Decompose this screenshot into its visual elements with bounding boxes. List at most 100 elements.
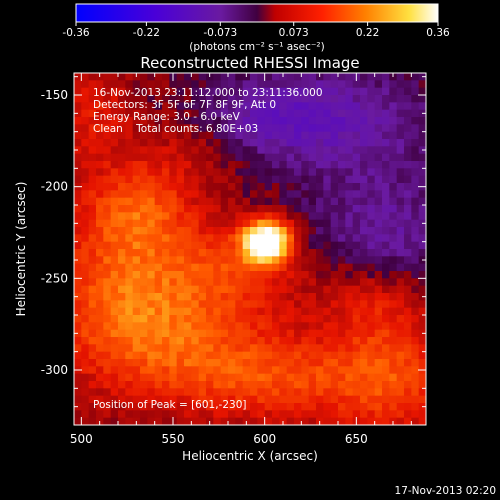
heatmap-cell: [235, 249, 244, 257]
heatmap-cell: [191, 87, 200, 96]
heatmap-cell: [191, 351, 200, 360]
heatmap-cell: [272, 307, 280, 316]
heatmap-cell: [308, 168, 317, 177]
heatmap-cell: [184, 212, 192, 221]
heatmap-cell: [294, 307, 302, 316]
heatmap-cell: [147, 161, 156, 169]
heatmap-cell: [184, 249, 192, 257]
heatmap-cell: [264, 373, 273, 382]
heatmap-cell: [125, 161, 134, 169]
heatmap-cell: [140, 168, 148, 177]
heatmap-cell: [213, 315, 222, 323]
heatmap-cell: [360, 241, 368, 250]
heatmap-cell: [213, 359, 222, 367]
heatmap-cell: [272, 359, 280, 367]
heatmap-cell: [257, 381, 266, 389]
heatmap-cell: [220, 359, 229, 367]
heatmap-cell: [374, 234, 383, 243]
heatmap-cell: [308, 109, 317, 118]
heatmap-cell: [323, 73, 332, 81]
heatmap-cell: [162, 183, 170, 191]
heatmap-cell: [213, 381, 222, 389]
heatmap-cell: [316, 183, 324, 191]
heatmap-cell: [352, 256, 361, 265]
heatmap-cell: [294, 344, 302, 353]
heatmap-cell: [198, 109, 207, 118]
heatmap-cell: [389, 381, 398, 389]
heatmap-cell: [74, 131, 82, 140]
heatmap-cell: [184, 234, 192, 243]
heatmap-cell: [125, 219, 134, 228]
heatmap-cell: [220, 300, 229, 309]
heatmap-cell: [345, 366, 354, 375]
heatmap-cell: [360, 285, 368, 294]
heatmap-cell: [74, 87, 82, 96]
heatmap-cell: [360, 95, 368, 103]
heatmap-cell: [88, 366, 97, 375]
heatmap-cell: [257, 73, 266, 81]
heatmap-cell: [294, 139, 302, 147]
heatmap-cell: [360, 197, 368, 206]
heatmap-cell: [250, 315, 258, 323]
heatmap-cell: [118, 183, 126, 191]
heatmap-cell: [338, 417, 346, 426]
heatmap-cell: [228, 388, 236, 397]
heatmap-cell: [191, 300, 200, 309]
heatmap-cell: [184, 388, 192, 397]
heatmap-cell: [81, 293, 90, 301]
heatmap-cell: [279, 278, 288, 287]
heatmap-cell: [103, 366, 112, 375]
heatmap-cell: [118, 219, 126, 228]
heatmap-cell: [323, 197, 332, 206]
heatmap-cell: [301, 124, 310, 133]
heatmap-cell: [382, 285, 390, 294]
heatmap-cell: [169, 381, 178, 389]
heatmap-cell: [103, 403, 112, 411]
heatmap-cell: [191, 315, 200, 323]
heatmap-cell: [418, 87, 427, 96]
heatmap-cell: [382, 241, 390, 250]
heatmap-cell: [257, 307, 266, 316]
heatmap-cell: [96, 351, 104, 360]
heatmap-cell: [257, 80, 266, 89]
heatmap-cell: [367, 359, 376, 367]
heatmap-cell: [301, 249, 310, 257]
heatmap-cell: [367, 161, 376, 169]
heatmap-cell: [242, 359, 251, 367]
heatmap-cell: [294, 263, 302, 272]
heatmap-cell: [96, 307, 104, 316]
heatmap-cell: [279, 307, 288, 316]
heatmap-cell: [286, 249, 295, 257]
heatmap-cell: [294, 205, 302, 213]
heatmap-cell: [382, 249, 390, 257]
heatmap-cell: [103, 417, 112, 426]
heatmap-cell: [367, 271, 376, 279]
heatmap-cell: [74, 153, 82, 162]
heatmap-cell: [140, 373, 148, 382]
heatmap-cell: [411, 271, 420, 279]
heatmap-cell: [367, 175, 376, 184]
heatmap-cell: [352, 183, 361, 191]
heatmap-cell: [389, 344, 398, 353]
heatmap-cell: [235, 373, 244, 382]
heatmap-cell: [242, 351, 251, 360]
heatmap-cell: [184, 271, 192, 279]
heatmap-cell: [308, 417, 317, 426]
heatmap-cell: [382, 388, 390, 397]
heatmap-cell: [316, 190, 324, 199]
heatmap-cell: [81, 329, 90, 338]
heatmap-cell: [220, 315, 229, 323]
heatmap-cell: [235, 117, 244, 125]
heatmap-cell: [396, 285, 405, 294]
heatmap-cell: [367, 395, 376, 404]
heatmap-cell: [374, 168, 383, 177]
heatmap-cell: [264, 351, 273, 360]
heatmap-cell: [272, 183, 280, 191]
heatmap-cell: [411, 183, 420, 191]
heatmap-cell: [345, 139, 354, 147]
heatmap-cell: [374, 322, 383, 331]
heatmap-cell: [162, 256, 170, 265]
heatmap-cell: [213, 285, 222, 294]
heatmap-cell: [396, 300, 405, 309]
heatmap-cell: [74, 95, 82, 103]
